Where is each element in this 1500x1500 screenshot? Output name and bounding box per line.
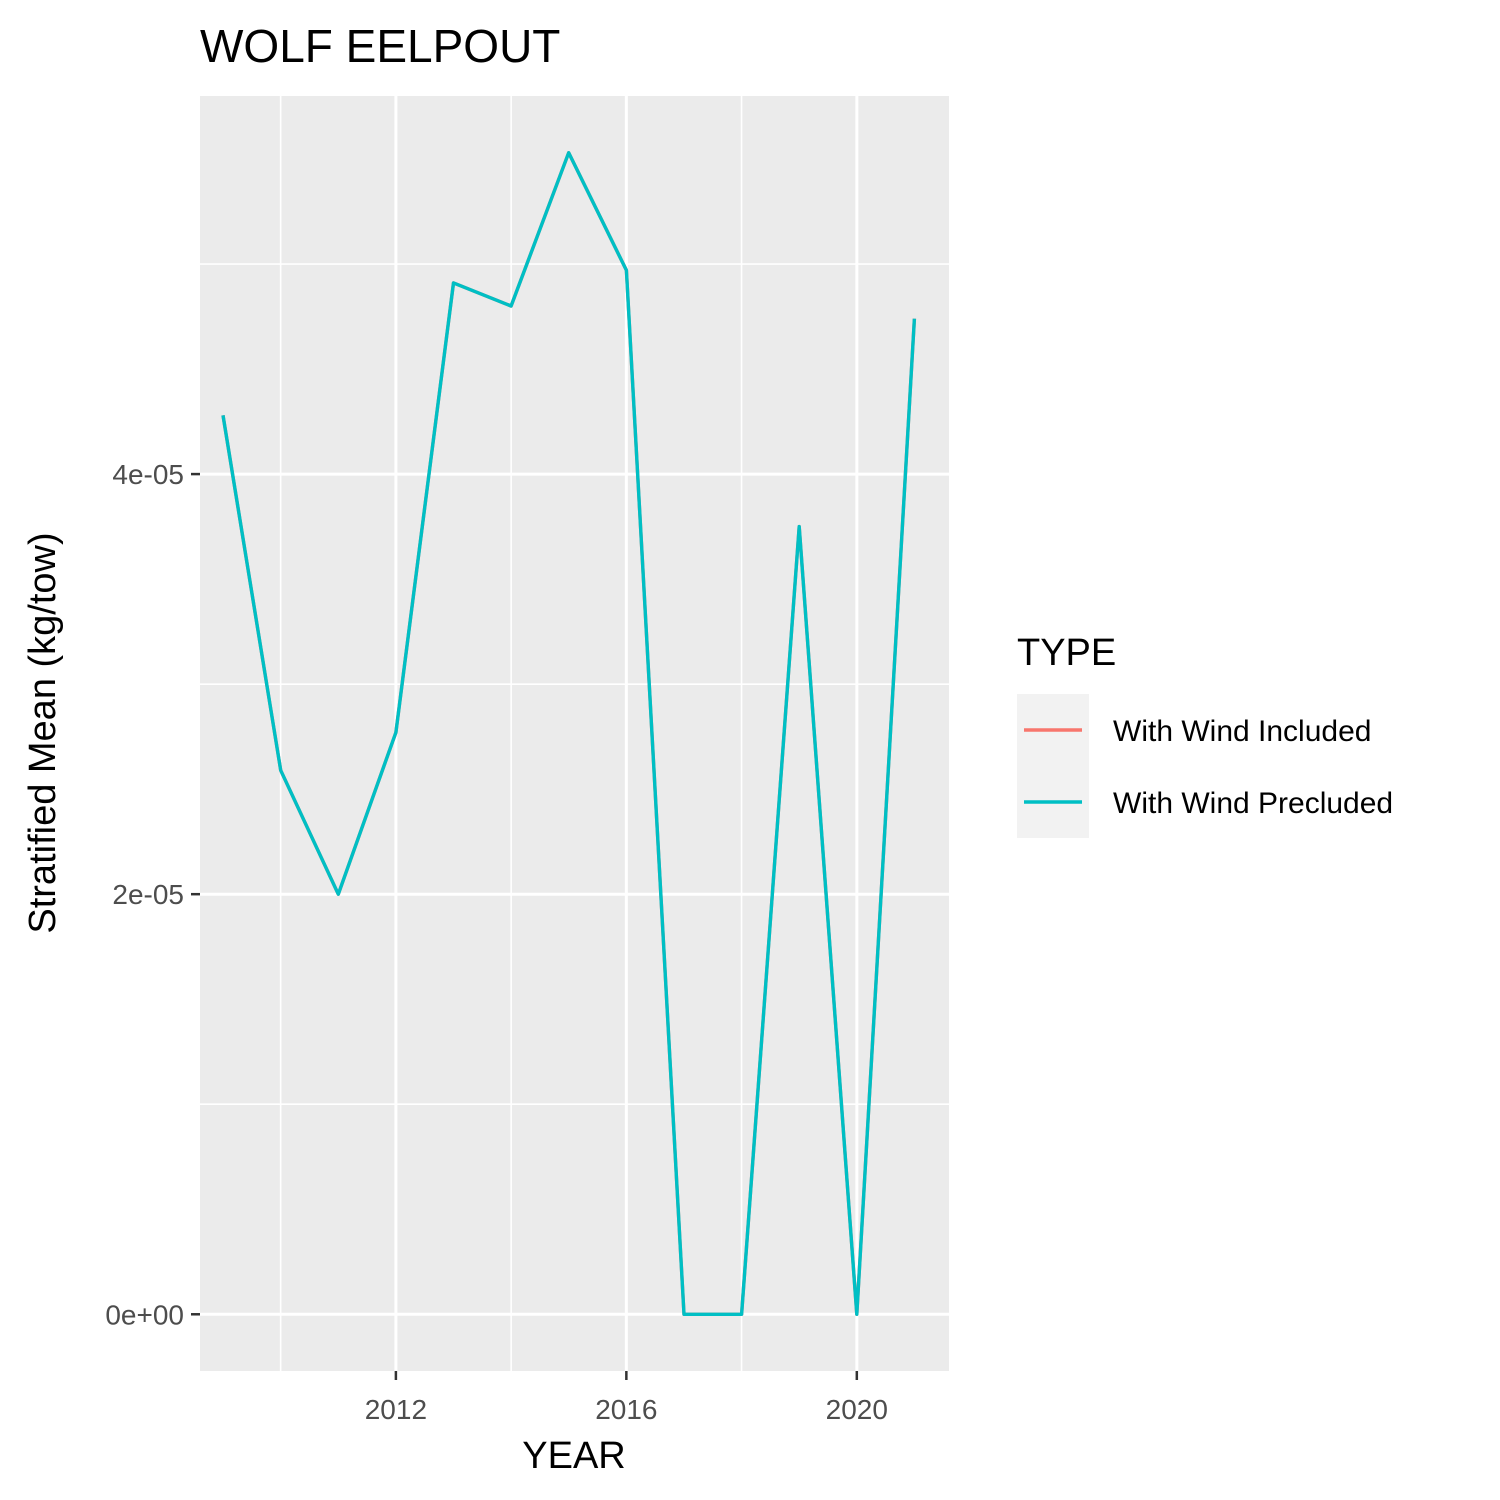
y-tick-label: 4e-05 <box>112 459 184 490</box>
legend-title: TYPE <box>1017 632 1116 674</box>
y-tick-label: 2e-05 <box>112 879 184 910</box>
chart-title: WOLF EELPOUT <box>200 20 560 72</box>
x-axis: 2012 2016 2020 <box>365 1371 888 1425</box>
y-axis: 0e+00 2e-05 4e-05 <box>105 459 200 1330</box>
legend-items: With Wind Included With Wind Precluded <box>1017 694 1393 838</box>
series-line <box>221 150 917 1317</box>
minor-gridlines <box>200 96 949 1371</box>
x-tick-label: 2016 <box>595 1394 657 1425</box>
x-tick-label: 2020 <box>826 1394 888 1425</box>
x-axis-title: YEAR <box>522 1435 625 1477</box>
plot-panel <box>200 96 949 1371</box>
y-tick-label: 0e+00 <box>105 1299 184 1330</box>
y-axis-title: Stratified Mean (kg/tow) <box>22 532 64 933</box>
legend-label: With Wind Included <box>1113 715 1371 748</box>
x-tick-label: 2012 <box>365 1394 427 1425</box>
legend-label: With Wind Precluded <box>1113 787 1393 820</box>
series-layer <box>221 150 917 1317</box>
legend: TYPE With Wind Included With Wind Preclud… <box>1017 632 1393 838</box>
